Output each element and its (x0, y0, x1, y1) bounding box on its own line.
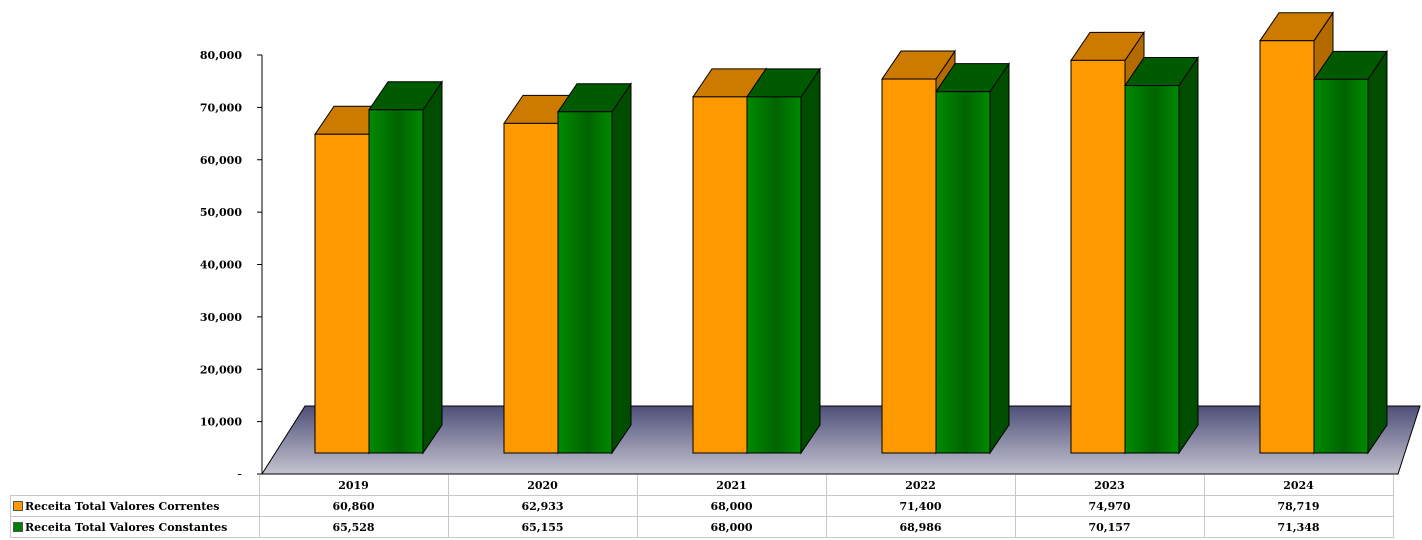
bar-front (935, 91, 991, 454)
bar-2023-series-1 (1124, 55, 1199, 455)
table-category-cell: 2020 (447, 475, 638, 496)
bar-front (1124, 85, 1180, 454)
table-category-cell: 2024 (1203, 475, 1394, 496)
bar-2020-series-1 (557, 82, 632, 455)
table-cell: 71,348 (1203, 516, 1394, 538)
table-cell: 68,986 (825, 516, 1016, 538)
table-cell: 74,970 (1014, 495, 1205, 517)
bar-side (1367, 49, 1388, 455)
bar-front (881, 78, 937, 454)
table-row-correntes: Receita Total Valores Correntes 60,860 6… (10, 495, 1394, 517)
table-cell: 71,400 (825, 495, 1016, 517)
table-category-cell: 2021 (636, 475, 827, 496)
legend-label: Receita Total Valores Correntes (25, 499, 220, 513)
bar-side (1178, 55, 1199, 455)
table-cell: 70,157 (1014, 516, 1205, 538)
table-cell: 68,000 (636, 495, 827, 517)
y-tick-label: 50,000 (200, 206, 242, 219)
bar-2022-series-1 (935, 62, 1010, 455)
table-cell: 68,000 (636, 516, 827, 538)
legend-entry-constantes: Receita Total Valores Constantes (10, 516, 260, 538)
bar-2019-series-1 (368, 80, 443, 455)
y-axis: 80,000 70,000 60,000 50,000 40,000 30,000 20,0… (200, 49, 263, 475)
bar-front (746, 96, 802, 454)
table-cell: 65,155 (447, 516, 638, 538)
y-tick-label: 80,000 (200, 49, 242, 62)
bar-2024-series-1 (1313, 49, 1388, 455)
bars (314, 11, 1388, 455)
table-category-cell: 2023 (1014, 475, 1205, 496)
bar-side (989, 62, 1010, 455)
table-category-cell: 2022 (825, 475, 1016, 496)
y-tick-label: 60,000 (200, 154, 242, 167)
legend-swatch-green (13, 521, 23, 532)
bar-side (611, 82, 632, 455)
legend-swatch-orange (13, 500, 23, 511)
y-tick-label: 10,000 (200, 416, 242, 429)
table-cell: 65,528 (258, 516, 449, 538)
table-cell: 60,860 (258, 495, 449, 517)
bar-2021-series-1 (746, 67, 821, 455)
data-table: 2019 2020 2021 2022 2023 2024 Receita To… (10, 475, 1394, 538)
y-tick-label: 40,000 (200, 259, 242, 272)
bar-front (1070, 59, 1126, 454)
table-corner (11, 475, 260, 496)
table-row-constantes: Receita Total Valores Constantes 65,528 … (10, 516, 1394, 538)
y-tick-label: - (237, 468, 242, 475)
bar-side (800, 67, 821, 455)
bar-chart: 80,000 70,000 60,000 50,000 40,000 30,000 20,0… (200, 11, 1421, 475)
bar-front (692, 96, 748, 454)
legend-label: Receita Total Valores Constantes (25, 520, 228, 534)
bar-front (1313, 78, 1369, 454)
bar-side (422, 80, 443, 455)
table-header-row: 2019 2020 2021 2022 2023 2024 (11, 475, 1394, 496)
bar-front (1259, 40, 1315, 454)
table-cell: 62,933 (447, 495, 638, 517)
legend-entry-correntes: Receita Total Valores Correntes (10, 495, 260, 517)
y-tick-label: 70,000 (200, 101, 242, 114)
y-tick-label: 30,000 (200, 311, 242, 324)
table-cell: 78,719 (1203, 495, 1394, 517)
y-tick-label: 20,000 (200, 363, 242, 376)
table-category-cell: 2019 (258, 475, 449, 496)
bar-front (314, 133, 370, 454)
bar-front (368, 109, 424, 454)
bar-front (557, 111, 613, 454)
bar-front (503, 122, 559, 454)
